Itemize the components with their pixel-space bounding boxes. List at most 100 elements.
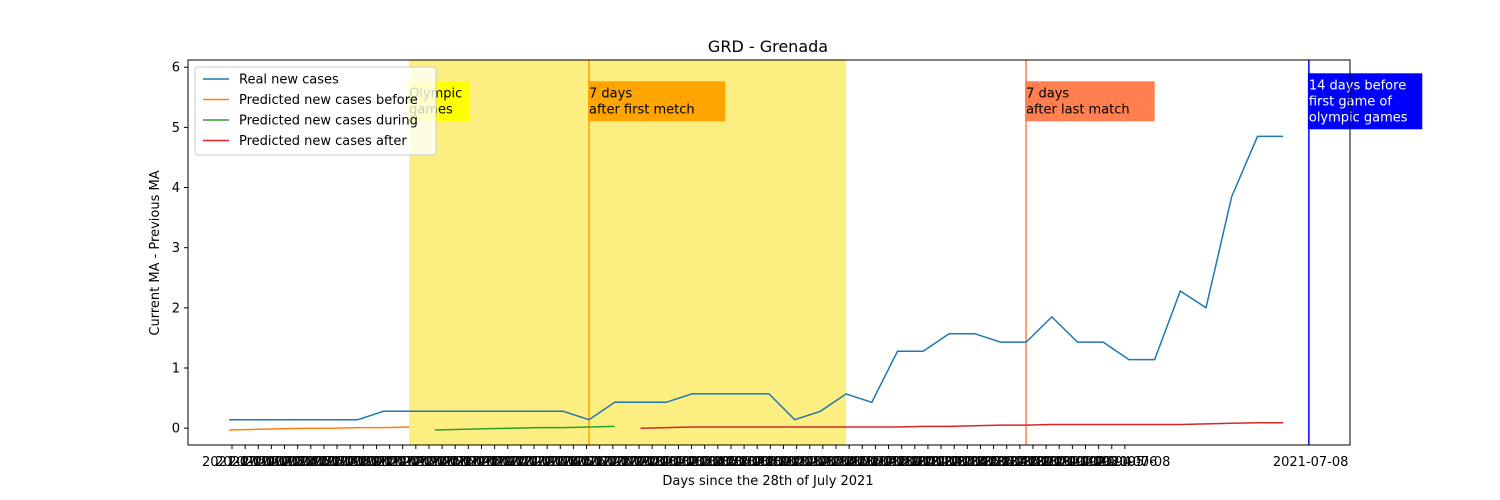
x-tick-label: 2021-08-04	[648, 455, 724, 470]
x-tick-label: 2021-07-10	[320, 455, 396, 470]
x-tick-label: 2021-07-17	[412, 455, 488, 470]
x-axis-label: Days since the 28th of July 2021	[662, 474, 873, 489]
x-tick-label: 2021-09-03	[1042, 455, 1118, 470]
annotation-text-3: first game of	[1309, 94, 1393, 109]
x-tick-label: 2021-07-27	[543, 455, 619, 470]
x-tick-label: 2021-08-13	[767, 455, 843, 470]
x-tick-label: 2021-08-27	[950, 455, 1026, 470]
x-tick-label: 2021-08-31	[1003, 455, 1079, 470]
x-tick-label: 2021-08-21	[872, 455, 948, 470]
x-tick-label: 2021-08-30	[990, 455, 1066, 470]
x-tick-label: 2021-07-12	[346, 455, 422, 470]
x-tick-label: 2021-07-14	[373, 455, 449, 470]
legend-label-2: Predicted new cases during	[239, 114, 418, 129]
x-tick-label: 2021-07-21	[465, 455, 541, 470]
annotation-text-1: after first metch	[589, 102, 695, 117]
legend	[194, 66, 437, 156]
x-tick-label: 2021-08-26	[937, 455, 1013, 470]
plot-frame	[187, 59, 1351, 446]
x-tick-label: 2021-07-28	[557, 455, 633, 470]
x-tick-label: 2021-08-19	[845, 455, 921, 470]
x-tick-label: 2021-08-12	[753, 455, 829, 470]
x-tick-label: 2021-08-24	[911, 455, 987, 470]
x-tick-label: 2021-07-08	[1273, 455, 1349, 470]
annotation-text-3: olympic games	[1309, 110, 1408, 125]
x-tick-label: 2021-09-01	[1016, 455, 1092, 470]
x-tick-label: 2021-09-05	[1069, 455, 1145, 470]
annotation-bg-2	[1025, 81, 1155, 122]
x-tick-label: 2021-07-08	[1095, 455, 1171, 470]
x-tick-label: 2021-08-08	[701, 455, 777, 470]
x-tick-label: 2021-07-15	[386, 455, 462, 470]
x-tick-label: 2021-07-07	[281, 455, 357, 470]
y-axis-label: Current MA - Previous MA	[148, 170, 163, 335]
x-tick-label: 2021-08-11	[740, 455, 816, 470]
x-tick-label: 2021-08-25	[924, 455, 1000, 470]
x-tick-label: 2021-07-13	[360, 455, 436, 470]
legend-label-0: Real new cases	[239, 73, 339, 88]
x-tick-label: 2021-07-24	[504, 455, 580, 470]
x-tick-label: 2021-07-29	[570, 455, 646, 470]
annotation-bg-1	[588, 81, 726, 122]
series-line-0	[229, 135, 1284, 421]
annotation-bg-3	[1307, 73, 1423, 130]
x-tick-label: 2021-08-05	[662, 455, 738, 470]
x-tick-label: 2021-07-02	[215, 455, 291, 470]
x-tick-label: 2021-08-14	[780, 455, 856, 470]
x-tick-label: 2021-07-16	[399, 455, 475, 470]
x-tick-label: 2021-07-18	[425, 455, 501, 470]
x-tick-label: 2021-07-31	[596, 455, 672, 470]
legend-label-1: Predicted new cases before	[239, 93, 418, 108]
x-tick-label: 2021-07-26	[530, 455, 606, 470]
x-tick-label: 2021-07-06	[268, 455, 344, 470]
x-tick-label: 2021-08-18	[832, 455, 908, 470]
annotation-text-3: 14 days before	[1309, 78, 1406, 93]
legend-label-3: Predicted new cases after	[239, 134, 407, 149]
x-tick-label: 2021-07-03	[228, 455, 304, 470]
annotation-text-1: 7 days	[589, 86, 632, 101]
x-tick-label: 2021-08-09	[714, 455, 790, 470]
x-tick-label: 2021-07-05	[255, 455, 331, 470]
x-tick-label: 2021-09-06	[1082, 455, 1158, 470]
annotation-text-2: after last match	[1026, 102, 1130, 117]
x-tick-label: 2021-08-02	[622, 455, 698, 470]
x-tick-label: 2021-08-22	[885, 455, 961, 470]
annotation-text-2: 7 days	[1026, 86, 1069, 101]
series-line-2	[434, 425, 615, 431]
y-tick-label: 6	[172, 61, 180, 76]
chart-title: GRD - Grenada	[708, 37, 828, 56]
x-tick-label: 2021-08-29	[977, 455, 1053, 470]
x-tick-label: 2021-07-20	[451, 455, 527, 470]
x-tick-label: 2021-07-19	[438, 455, 514, 470]
x-tick-label: 2021-08-17	[819, 455, 895, 470]
x-tick-label: 2021-07-22	[478, 455, 554, 470]
x-tick-label: 2021-08-28	[964, 455, 1040, 470]
x-tick-label: 2021-07-01	[202, 455, 278, 470]
y-tick-label: 5	[172, 121, 180, 136]
x-tick-label: 2021-08-15	[793, 455, 869, 470]
x-tick-label: 2021-07-11	[333, 455, 409, 470]
y-tick-label: 1	[172, 362, 180, 377]
y-tick-label: 3	[172, 241, 180, 256]
x-tick-label: 2021-08-06	[675, 455, 751, 470]
olympic-period-shading	[409, 60, 847, 445]
x-tick-label: 2021-08-23	[898, 455, 974, 470]
x-tick-label: 2021-09-04	[1055, 455, 1131, 470]
x-tick-label: 2021-08-16	[806, 455, 882, 470]
x-tick-label: 2021-08-07	[688, 455, 764, 470]
x-tick-label: 2021-07-30	[583, 455, 659, 470]
x-tick-label: 2021-07-09	[307, 455, 383, 470]
x-tick-label: 2021-08-01	[609, 455, 685, 470]
y-tick-label: 2	[172, 301, 180, 316]
x-tick-label: 2021-09-02	[1029, 455, 1105, 470]
x-tick-label: 2021-08-03	[635, 455, 711, 470]
x-tick-label: 2021-08-10	[727, 455, 803, 470]
x-tick-label: 2021-07-04	[241, 455, 317, 470]
y-tick-label: 0	[172, 422, 180, 437]
y-tick-label: 4	[172, 181, 180, 196]
x-tick-label: 2021-07-25	[517, 455, 593, 470]
x-tick-label: 2021-08-20	[859, 455, 935, 470]
